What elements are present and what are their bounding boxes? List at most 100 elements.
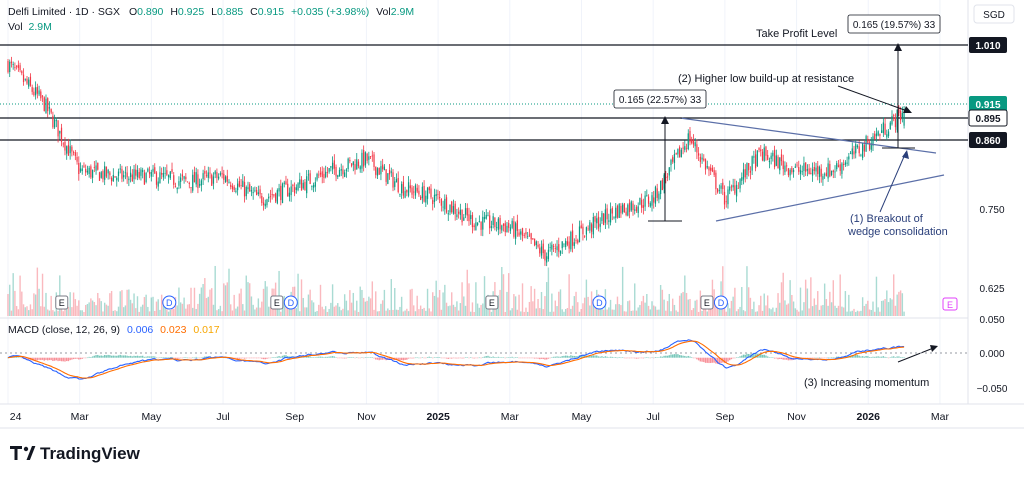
candle-body	[720, 185, 722, 189]
candle-body	[231, 185, 234, 190]
macd-hist-bar	[863, 356, 866, 358]
volume-bar	[701, 310, 703, 316]
volume-bar	[894, 305, 897, 316]
volume-bar	[145, 294, 147, 316]
candle-body	[658, 193, 660, 200]
measure-tool-left[interactable]	[648, 116, 682, 222]
volume-bar	[817, 291, 819, 316]
volume-bar	[442, 292, 444, 316]
macd-hist-bar	[789, 357, 791, 361]
volume-bar	[269, 306, 272, 316]
macd-hist-bar	[261, 357, 263, 359]
dividend-marker[interactable]: D	[592, 295, 607, 310]
macd-hist-bar	[478, 357, 481, 359]
candle-body	[454, 203, 456, 214]
arrow-note-3[interactable]	[897, 346, 937, 363]
candle-body	[599, 223, 601, 227]
candle-body	[304, 181, 306, 190]
earnings-marker[interactable]: E	[270, 295, 284, 310]
volume-bar	[499, 289, 501, 316]
candle-body	[836, 163, 838, 170]
dividend-marker[interactable]: D	[713, 295, 728, 310]
candle-body	[83, 165, 85, 167]
macd-hist-bar	[193, 357, 196, 359]
volume-bar	[642, 295, 645, 316]
volume-bar	[114, 310, 116, 316]
note-momentum: (3) Increasing momentum	[804, 377, 929, 389]
dividend-marker[interactable]: D	[283, 295, 298, 310]
earnings-marker[interactable]: E	[55, 295, 69, 310]
macd-hist-bar	[45, 357, 47, 361]
macd-hist-bar	[615, 357, 617, 358]
time-label: 24	[10, 411, 22, 423]
currency-button[interactable]	[973, 4, 1015, 24]
volume-bar	[259, 307, 261, 316]
macd-hist-bar	[713, 357, 715, 363]
volume-bar	[24, 307, 26, 316]
candle-body	[433, 194, 436, 202]
candle-body	[285, 181, 287, 185]
arrow-note-2[interactable]	[837, 85, 911, 113]
macd-hist-bar	[65, 357, 68, 362]
macd-hist-bar	[659, 356, 662, 358]
time-axis[interactable]: 24 Mar May Jul Sep Nov 2025 Mar May Jul Sep Nov 2026…	[10, 411, 950, 423]
volume-bar	[444, 284, 446, 316]
time-label: Mar	[71, 411, 90, 423]
macd-hist-bar	[666, 355, 669, 358]
candle-body	[879, 134, 881, 136]
price-badge-1010: 1.010	[969, 37, 1007, 53]
volume-bar	[451, 292, 453, 316]
candle-body	[601, 213, 603, 222]
macd-hist-bar	[818, 357, 821, 359]
macd-hist-bar	[647, 357, 650, 359]
macd-hist-bar	[723, 357, 726, 364]
volume-bar	[305, 307, 308, 316]
macd-hist-bar	[110, 355, 113, 358]
macd-hist-bar	[128, 356, 130, 358]
volume-bar	[414, 311, 417, 316]
macd-hist-bar	[506, 357, 508, 359]
volume-bar	[528, 301, 531, 316]
candle-body	[798, 167, 800, 172]
candle-body	[532, 238, 534, 240]
wedge-lower-trendline[interactable]	[715, 174, 945, 222]
volume-bar	[321, 306, 323, 316]
candle-body	[546, 256, 548, 263]
alert-icon[interactable]: E	[942, 297, 958, 311]
earnings-marker[interactable]: E	[700, 295, 714, 310]
wedge-upper-trendline[interactable]	[679, 117, 937, 154]
volume-bar	[192, 307, 194, 316]
macd-hist-bar	[735, 357, 738, 359]
macd-hist-bar	[112, 355, 115, 358]
volume-bar	[238, 293, 241, 316]
low-value: 0.885	[217, 6, 243, 18]
candle-body	[577, 240, 579, 243]
candle-body	[383, 166, 386, 171]
svg-text:E: E	[274, 298, 280, 308]
macd-hist-bar	[414, 357, 417, 359]
arrow-note-1[interactable]	[879, 151, 907, 213]
macd-hist-bar	[319, 356, 322, 358]
macd-hist-bar	[126, 355, 128, 358]
volume-bar	[818, 309, 821, 316]
measure-tool-right[interactable]	[882, 43, 915, 149]
earnings-marker[interactable]: E	[485, 295, 499, 310]
candle-body	[197, 174, 199, 189]
note-breakout-line1: (1) Breakout of	[850, 213, 924, 225]
volume-bar	[243, 310, 246, 316]
macd-hist-bar	[753, 353, 755, 358]
volume-bar	[627, 301, 629, 316]
tradingview-logo[interactable]: TradingView	[10, 444, 141, 463]
volume-bar	[413, 305, 415, 316]
time-label: Jul	[646, 411, 659, 423]
volume-bar	[185, 308, 187, 316]
volume-bar	[537, 298, 539, 316]
volume-bar	[416, 295, 418, 316]
macd-hist-bar	[697, 357, 700, 361]
macd-hist-bar	[539, 357, 541, 360]
volume-bar	[278, 270, 280, 316]
dividend-marker[interactable]: D	[162, 295, 177, 310]
macd-hist-bar	[79, 357, 82, 360]
